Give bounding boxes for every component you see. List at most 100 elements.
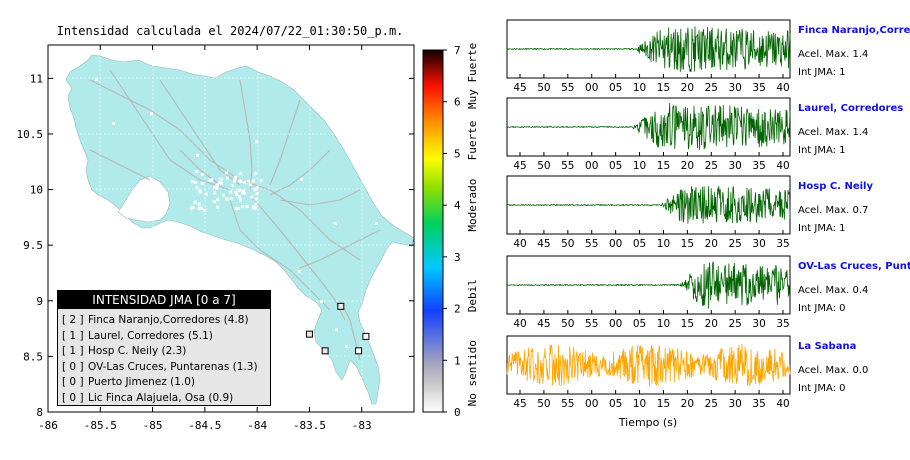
legend-list: [ 2 ] Finca Naranjo,Corredores (4.8) [ 1 …: [58, 309, 270, 406]
legend-item-level: [ 0 ]: [62, 391, 84, 404]
waveform-tick-label: 55: [585, 238, 598, 250]
colorbar-category-label: Moderado: [466, 179, 479, 232]
map-x-tick-label: -86: [38, 419, 58, 432]
waveform-tick-label: 25: [705, 160, 718, 172]
legend-item-label: Finca Naranjo,Corredores (4.8): [88, 314, 249, 326]
waveform-tick-label: 55: [585, 318, 598, 330]
city-marker: [233, 179, 237, 183]
colorbar-category-label: Debil: [466, 279, 479, 312]
city-marker: [213, 185, 217, 189]
waveform-accel-label: Acel. Max. 0.7: [798, 205, 868, 216]
waveform-int-label: Int JMA: 0: [798, 303, 846, 314]
city-marker: [150, 112, 153, 115]
map-x-tick-label: -83: [352, 419, 372, 432]
city-marker: [253, 188, 257, 192]
city-marker: [237, 195, 241, 199]
map-y-tick-label: 9: [36, 295, 43, 308]
waveform-tick-label: 00: [585, 160, 598, 172]
map-x-tick-label: -83.5: [293, 419, 326, 432]
waveform-tick-label: 45: [513, 398, 526, 410]
map-y-tick-label: 11: [30, 72, 43, 85]
station-marker: [362, 332, 370, 340]
city-marker: [238, 172, 242, 176]
city-marker: [345, 345, 348, 348]
city-marker: [216, 205, 220, 209]
waveform-station-name: La Sabana: [798, 341, 856, 352]
waveform-tick-label: 15: [657, 398, 670, 410]
city-marker: [300, 178, 303, 181]
waveform-tick-label: 15: [657, 160, 670, 172]
city-marker: [197, 206, 201, 210]
waveform-trace: [506, 185, 791, 224]
waveform-int-label: Int JMA: 1: [798, 223, 846, 234]
city-marker: [195, 186, 199, 190]
city-marker: [219, 177, 223, 181]
city-marker: [251, 206, 255, 210]
colorbar-tick-label: 5: [454, 147, 461, 160]
colorbar-tick-label: 4: [454, 199, 461, 212]
city-marker: [225, 197, 229, 201]
city-marker: [241, 205, 245, 209]
waveform-tick-label: 00: [609, 318, 622, 330]
waveform-station-name: OV-Las Cruces, Puntar: [798, 261, 910, 272]
city-marker: [95, 78, 98, 81]
waveform-tick-label: 00: [585, 82, 598, 94]
city-marker: [112, 122, 115, 125]
city-marker: [128, 196, 131, 199]
legend-item-label: Puerto Jimenez (1.0): [88, 376, 196, 388]
legend-item-level: [ 1 ]: [62, 329, 84, 342]
waveform-trace: [506, 261, 791, 309]
colorbar: 0 1 2 3 4 5 6 7 No sentido Debil Moderado Fuerte Mu…: [422, 43, 479, 419]
waveform-tick-label: 40: [776, 160, 789, 172]
waveform-tick-label: 10: [633, 160, 646, 172]
city-marker: [254, 197, 258, 201]
waveform-panels: 45 50 55 00 05 10 15 20 25 30 35 40 Finca Naranjo,Co…: [506, 19, 910, 410]
waveform-tick-label: 35: [776, 238, 789, 250]
legend-item: [ 0 ] OV-Las Cruces, Puntarenas (1.3): [58, 360, 270, 376]
city-marker: [255, 185, 259, 189]
station-marker: [321, 347, 329, 355]
city-marker: [213, 191, 217, 195]
map-frame: [47, 44, 415, 413]
city-marker: [199, 206, 203, 210]
colorbar-tick-label: 7: [454, 44, 461, 57]
city-marker: [259, 178, 263, 182]
city-marker: [253, 206, 257, 210]
waveform-tick-label: 30: [728, 82, 741, 94]
legend-item: [ 0 ] Puerto Jimenez (1.0): [58, 375, 270, 391]
city-marker: [193, 200, 197, 204]
colorbar-tick-label: 2: [454, 303, 461, 316]
waveform-tick-label: 30: [752, 238, 765, 250]
city-marker: [200, 173, 204, 177]
waveform-tick-label: 25: [728, 318, 741, 330]
waveform-tick-label: 35: [776, 318, 789, 330]
city-marker: [248, 183, 252, 187]
waveform-tick-label: 35: [752, 398, 765, 410]
city-marker: [242, 191, 246, 195]
map-x-tick-label: -85.5: [84, 419, 117, 432]
city-markers: [95, 78, 378, 348]
city-marker: [218, 181, 222, 185]
station-marker: [337, 302, 345, 310]
city-marker: [241, 191, 245, 195]
map-x-tick-label: -84: [247, 419, 267, 432]
city-marker: [251, 179, 255, 183]
waveform-tick-label: 50: [537, 82, 550, 94]
waveform-tick-label: 50: [561, 318, 574, 330]
city-marker: [198, 189, 202, 193]
waveform-tick-label: 00: [609, 238, 622, 250]
waveform-tick-label: 05: [609, 82, 622, 94]
waveform-tick-label: 05: [609, 398, 622, 410]
waveform-tick-label: 15: [681, 238, 694, 250]
waveform-tick-label: 55: [561, 160, 574, 172]
map-y-tick-label: 10.5: [17, 128, 44, 141]
waveform-tick-label: 30: [728, 398, 741, 410]
waveform-tick-label: 50: [561, 238, 574, 250]
waveform-accel-label: Acel. Max. 0.0: [798, 365, 868, 376]
city-marker: [253, 172, 257, 176]
waveform-tick-label: 20: [681, 82, 694, 94]
city-marker: [229, 197, 233, 201]
city-marker: [200, 181, 204, 185]
legend-item-label: Hosp C. Neily (2.3): [88, 345, 187, 357]
city-marker: [375, 222, 378, 225]
